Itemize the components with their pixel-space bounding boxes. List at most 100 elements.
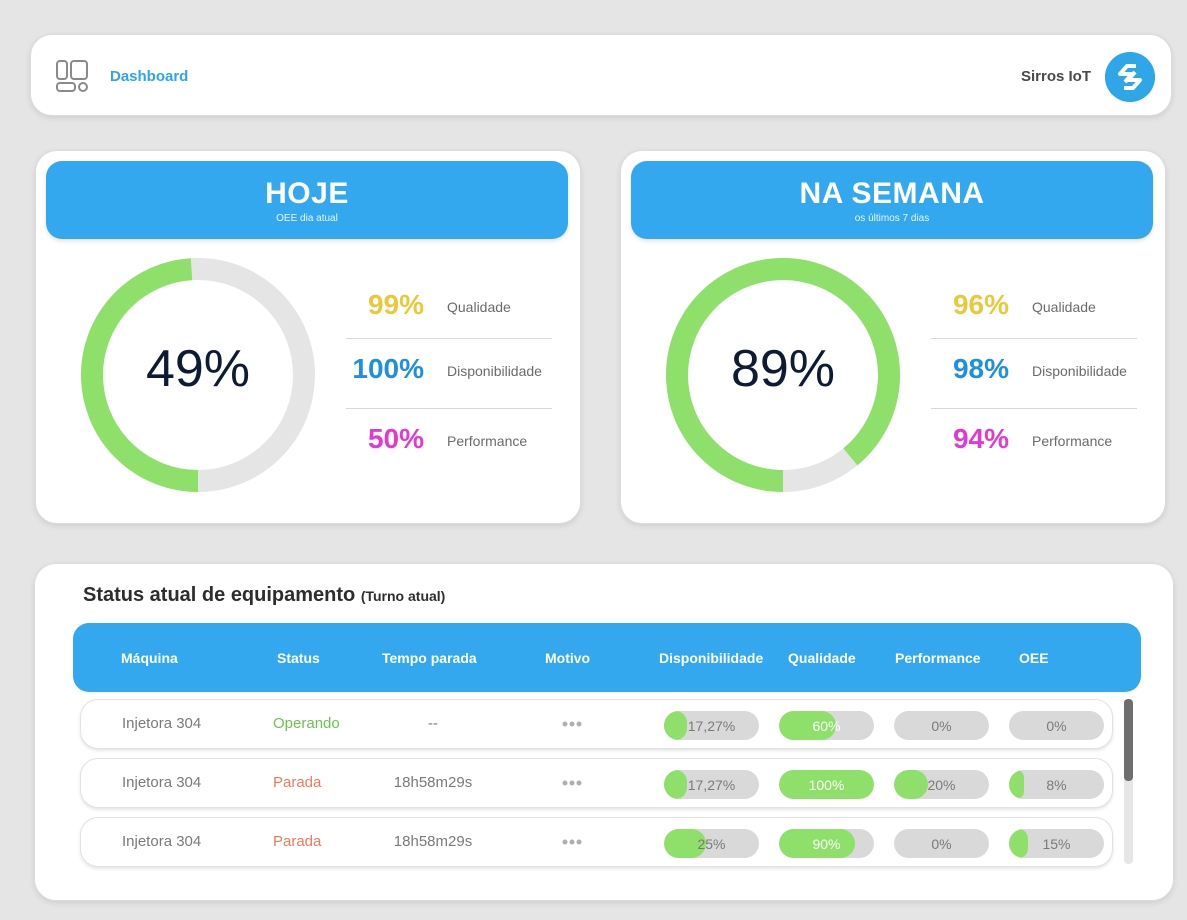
metric-performance-label: Performance xyxy=(1032,433,1113,449)
metric-availability-value: 98% xyxy=(952,353,1009,384)
metric-availability-value: 100% xyxy=(352,353,424,384)
metric-performance-value: 94% xyxy=(952,423,1009,454)
downtime-text: -- xyxy=(428,715,438,732)
oee-week-value: 89% xyxy=(730,340,836,398)
quality-bar-label: 60% xyxy=(812,718,841,734)
bar-fill xyxy=(779,829,855,858)
availability-bar: 17,27% xyxy=(664,711,759,740)
oee-week-header: NA SEMANA os últimos 7 dias xyxy=(631,161,1153,239)
top-bar: Dashboard Sirros IoT xyxy=(30,34,1172,116)
downtime-text: 18h58m29s xyxy=(393,833,473,850)
column-header-availability[interactable]: Disponibilidade xyxy=(659,650,764,666)
table-row[interactable]: Injetora 304 Parada 18h58m29s 17,27% 100… xyxy=(80,758,1113,808)
bar-fill xyxy=(779,770,874,799)
metric-quality: 99% Qualidade xyxy=(346,275,552,339)
quality-bar: 90% xyxy=(779,829,874,858)
table-scrollbar[interactable] xyxy=(1124,699,1133,864)
more-options-icon[interactable] xyxy=(562,720,582,728)
oee-bar: 8% xyxy=(1009,770,1104,799)
table-header: Máquina Status Tempo parada Motivo Dispo… xyxy=(73,623,1141,692)
dashboard-layout-icon[interactable] xyxy=(55,59,89,93)
equipment-status-title-text: Status atual de equipamento xyxy=(83,584,356,606)
column-header-status[interactable]: Status xyxy=(277,650,320,666)
performance-bar: 0% xyxy=(894,829,989,858)
bar-fill xyxy=(1009,829,1028,858)
metric-performance-label: Performance xyxy=(447,433,528,449)
oee-bar: 15% xyxy=(1009,829,1104,858)
oee-bar-label: 15% xyxy=(1042,836,1071,852)
column-header-reason[interactable]: Motivo xyxy=(545,650,591,666)
oee-week-card: NA SEMANA os últimos 7 dias 89% 96% Qual… xyxy=(620,150,1166,524)
column-header-quality[interactable]: Qualidade xyxy=(788,650,856,666)
availability-bar: 25% xyxy=(664,829,759,858)
column-header-performance[interactable]: Performance xyxy=(895,650,981,666)
availability-bar: 17,27% xyxy=(664,770,759,799)
status-text: Parada xyxy=(273,774,322,791)
downtime-text: 18h58m29s xyxy=(393,774,473,791)
metric-availability: 100% Disponibilidade xyxy=(346,339,552,409)
metric-performance: 50% Performance xyxy=(346,409,552,473)
table-scrollbar-thumb[interactable] xyxy=(1124,699,1133,781)
column-header-machine[interactable]: Máquina xyxy=(121,650,178,666)
table-row[interactable]: Injetora 304 Parada 18h58m29s 25% 90% 0%… xyxy=(80,817,1113,867)
equipment-status-card: Status atual de equipamento (Turno atual… xyxy=(34,563,1174,901)
quality-bar: 60% xyxy=(779,711,874,740)
machine-name: Injetora 304 xyxy=(122,774,202,791)
performance-bar: 20% xyxy=(894,770,989,799)
more-options-icon[interactable] xyxy=(562,779,582,787)
performance-bar-label: 0% xyxy=(931,836,952,852)
machine-name: Injetora 304 xyxy=(122,833,202,850)
table-row[interactable]: Injetora 304 Operando -- 17,27% 60% 0% 0… xyxy=(80,699,1113,749)
metric-performance: 94% Performance xyxy=(931,409,1137,473)
oee-week-title: NA SEMANA xyxy=(799,177,985,210)
performance-bar: 0% xyxy=(894,711,989,740)
bar-fill xyxy=(664,770,687,799)
metric-quality-value: 96% xyxy=(952,289,1009,320)
column-header-oee[interactable]: OEE xyxy=(1019,650,1049,666)
quality-bar-label: 90% xyxy=(812,836,841,852)
oee-today-value: 49% xyxy=(145,340,251,398)
availability-bar-label: 17,27% xyxy=(687,777,736,793)
quality-bar-label: 100% xyxy=(808,777,845,793)
bar-fill xyxy=(894,770,929,799)
more-options-icon[interactable] xyxy=(562,838,582,846)
metric-availability-label: Disponibilidade xyxy=(447,363,542,379)
oee-today-subtitle: OEE dia atual xyxy=(276,213,338,224)
metric-quality: 96% Qualidade xyxy=(931,275,1137,339)
oee-today-card: HOJE OEE dia atual 49% 99% Qualidade 100… xyxy=(35,150,581,524)
availability-bar-label: 25% xyxy=(697,836,726,852)
availability-bar-label: 17,27% xyxy=(687,718,736,734)
quality-bar: 100% xyxy=(779,770,874,799)
oee-week-ring xyxy=(666,258,900,492)
status-text: Operando xyxy=(273,715,340,732)
brand-name: Sirros IoT xyxy=(1020,68,1091,85)
metric-quality-label: Qualidade xyxy=(1032,299,1096,315)
oee-today-ring xyxy=(81,258,315,492)
metric-quality-label: Qualidade xyxy=(447,299,511,315)
oee-today-title: HOJE xyxy=(265,177,349,210)
metric-performance-value: 50% xyxy=(367,423,424,454)
metric-availability-label: Disponibilidade xyxy=(1032,363,1127,379)
oee-today-ring-fill xyxy=(81,258,315,492)
bar-fill xyxy=(779,711,836,740)
oee-bar-label: 8% xyxy=(1046,777,1067,793)
nav-dashboard-link[interactable]: Dashboard xyxy=(110,68,189,85)
bar-fill xyxy=(664,711,687,740)
status-text: Parada xyxy=(273,833,322,850)
performance-bar-label: 0% xyxy=(931,718,952,734)
metric-availability: 98% Disponibilidade xyxy=(931,339,1137,409)
oee-week-subtitle: os últimos 7 dias xyxy=(854,213,930,224)
bar-fill xyxy=(1009,770,1025,799)
oee-week-ring-fill xyxy=(666,258,900,492)
equipment-status-title: Status atual de equipamento (Turno atual… xyxy=(83,584,445,607)
oee-bar: 0% xyxy=(1009,711,1104,740)
performance-bar-label: 20% xyxy=(927,777,956,793)
machine-name: Injetora 304 xyxy=(122,715,202,732)
column-header-downtime[interactable]: Tempo parada xyxy=(382,650,477,666)
oee-today-header: HOJE OEE dia atual xyxy=(46,161,568,239)
equipment-status-subtitle: (Turno atual) xyxy=(360,588,446,604)
oee-bar-label: 0% xyxy=(1046,718,1067,734)
metric-quality-value: 99% xyxy=(367,289,424,320)
sirros-logo-icon[interactable] xyxy=(1105,52,1155,102)
bar-fill xyxy=(664,829,706,858)
